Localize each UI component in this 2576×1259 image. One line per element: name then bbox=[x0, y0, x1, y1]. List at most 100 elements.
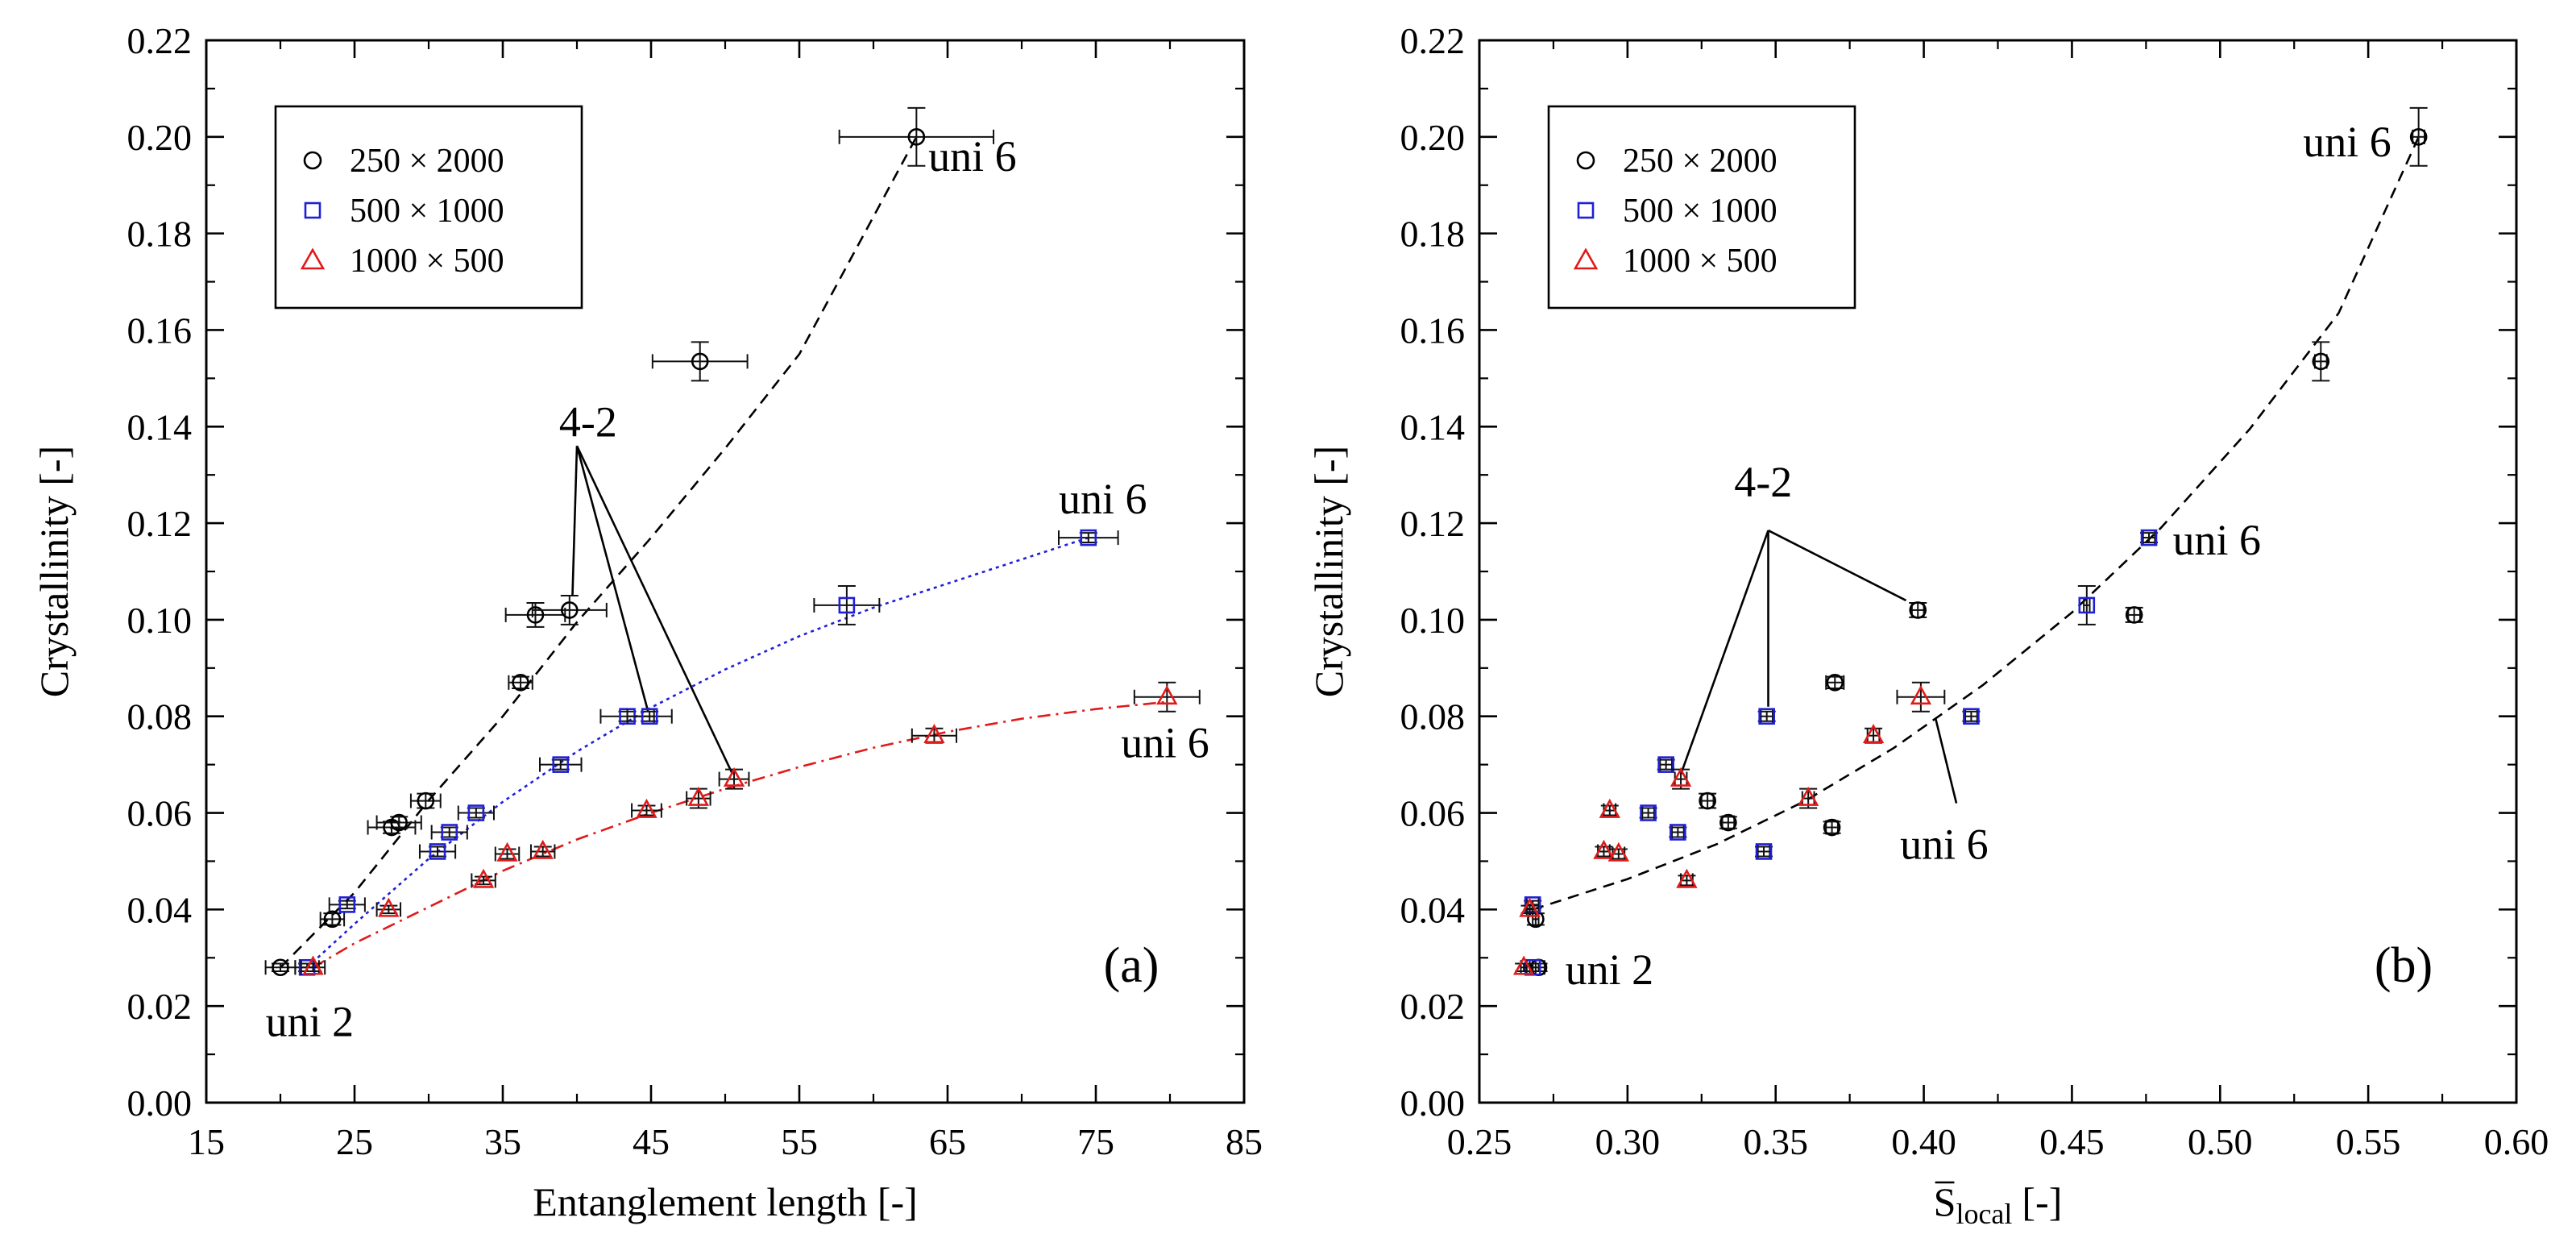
panel-a-errorbar-1-3 bbox=[430, 825, 468, 840]
panel-a-point-2-7 bbox=[723, 767, 745, 787]
panel-a-pointer-line-2 bbox=[575, 445, 734, 775]
panel-a-point-1-5 bbox=[552, 756, 570, 773]
panel-b-point-2-5 bbox=[1670, 767, 1692, 787]
panel-a-point-0-0 bbox=[272, 958, 289, 977]
panel-b-pointer-line-0 bbox=[1679, 530, 1769, 775]
panel-a-errorbar-2-2 bbox=[471, 873, 496, 888]
panel-a-errorbar-0-8 bbox=[651, 341, 749, 382]
panel-a-annotation-0: uni 6 bbox=[928, 132, 1017, 181]
panel-b-xtick-label-1: 0.30 bbox=[1595, 1121, 1661, 1162]
panel-a-ytick-label-0: 0.00 bbox=[127, 1082, 193, 1124]
panel-b-annotation-4: 4-2 bbox=[1734, 458, 1792, 506]
panel-b-fit-line-0 bbox=[1532, 136, 2420, 911]
panel-a-xtick-label-1: 25 bbox=[336, 1121, 373, 1162]
panel-b-errorbar-1-7 bbox=[1962, 708, 1981, 724]
panel-b-point-2-9 bbox=[1910, 685, 1932, 705]
panel-b-point-2-6 bbox=[1676, 868, 1698, 888]
panel-a-errorbar-1-1 bbox=[328, 897, 366, 912]
panel-a-point-0-7 bbox=[560, 601, 579, 619]
panel-a-point-0-1 bbox=[323, 910, 342, 929]
panel-b-point-0-8 bbox=[2312, 352, 2330, 371]
panel-a-xtick-label-3: 45 bbox=[633, 1121, 670, 1162]
panel-b-point-2-0 bbox=[1512, 955, 1535, 975]
panel-a-errorbar-1-9 bbox=[1058, 530, 1119, 546]
panel-a-y-axis-label: Crystallinity [-] bbox=[31, 446, 77, 697]
panel-a-fit-line-2 bbox=[312, 700, 1168, 969]
panel-a-xtick-label-2: 35 bbox=[484, 1121, 521, 1162]
panel-b-point-0-5 bbox=[1826, 673, 1844, 692]
panel-a-xtick-label-5: 65 bbox=[929, 1121, 966, 1162]
panel-a-errorbar-0-4 bbox=[409, 792, 442, 809]
panel-b-legend-marker-0 bbox=[1576, 151, 1595, 170]
panel-b-ytick-label-3: 0.06 bbox=[1400, 793, 1466, 834]
panel-b-xtick-label-0: 0.25 bbox=[1447, 1121, 1512, 1162]
panel-b-legend-label-0: 250 × 2000 bbox=[1623, 143, 1777, 180]
panel-b-point-1-4 bbox=[1670, 824, 1686, 841]
panel-b-ytick-label-10: 0.20 bbox=[1400, 117, 1466, 158]
panel-a-legend-label-1: 500 × 1000 bbox=[350, 193, 504, 230]
panel-a-point-2-2 bbox=[472, 868, 495, 888]
panel-b-panel-tag: (b) bbox=[2375, 938, 2433, 993]
panel-a-legend: 250 × 2000 500 × 1000 1000 × 500 bbox=[274, 105, 583, 310]
panel-b-x-axis-label-subscript: local bbox=[1956, 1198, 2012, 1230]
panel-b-legend-marker-2 bbox=[1573, 247, 1599, 270]
panel-b-point-1-8 bbox=[2078, 596, 2096, 614]
panel-b-errorbar-1-6 bbox=[1757, 708, 1776, 724]
panel-b-xtick-label-4: 0.45 bbox=[2039, 1121, 2105, 1162]
panel-b-xtick-label-2: 0.35 bbox=[1743, 1121, 1808, 1162]
panel-b-point-1-7 bbox=[1963, 708, 1980, 725]
panel-a-errorbar-2-0 bbox=[300, 960, 326, 975]
panel-a-point-1-3 bbox=[441, 824, 458, 841]
panel-b-point-2-8 bbox=[1862, 723, 1885, 743]
panel-a-annotation-2: uni 6 bbox=[1121, 719, 1209, 767]
panel-a-legend-label-0: 250 × 2000 bbox=[350, 143, 504, 180]
panel-b-errorbar-0-8 bbox=[2312, 341, 2330, 382]
panel-a-errorbar-2-3 bbox=[494, 846, 521, 862]
panel-a-point-0-6 bbox=[526, 606, 545, 624]
panel-b-point-0-3 bbox=[1719, 813, 1737, 832]
panel-b-errorbar-2-3 bbox=[1600, 803, 1619, 818]
panel-b-point-0-2 bbox=[1699, 792, 1716, 810]
panel-b-legend-label-1: 500 × 1000 bbox=[1623, 193, 1777, 230]
panel-a-point-2-9 bbox=[1156, 685, 1178, 705]
panel-a-point-0-3 bbox=[390, 813, 409, 832]
panel-b-point-1-6 bbox=[1758, 708, 1775, 725]
panel-a-pointer-line-1 bbox=[575, 445, 649, 713]
panel-a-legend-marker-0 bbox=[303, 151, 322, 170]
panel-b-ytick-label-11: 0.22 bbox=[1400, 20, 1466, 61]
panel-a-fit-line-0 bbox=[280, 136, 918, 969]
panel-a-xtick-label-4: 55 bbox=[781, 1121, 818, 1162]
panel-a-errorbar-1-2 bbox=[418, 844, 457, 859]
panel-a-errorbar-0-9 bbox=[838, 106, 995, 167]
panel-b-point-2-1 bbox=[1519, 897, 1541, 917]
panel-b-legend-label-2: 1000 × 500 bbox=[1623, 243, 1777, 280]
panel-a-point-2-0 bbox=[302, 955, 324, 975]
panel-b-point-0-9 bbox=[2409, 128, 2428, 146]
panel-b-point-2-3 bbox=[1599, 798, 1620, 818]
panel-a-ytick-label-8: 0.16 bbox=[127, 310, 193, 351]
panel-a-ytick-label-4: 0.08 bbox=[127, 696, 193, 738]
panel-a-annotation-4: 4-2 bbox=[559, 397, 617, 446]
panel-a-errorbar-0-7 bbox=[531, 594, 608, 625]
panel-b-xtick-label-7: 0.60 bbox=[2484, 1121, 2549, 1162]
panel-a-point-2-6 bbox=[687, 786, 710, 806]
panel-a-point-0-9 bbox=[907, 128, 926, 146]
panel-a-x-axis-label: Entanglement length [-] bbox=[533, 1179, 918, 1224]
panel-a-point-1-2 bbox=[429, 843, 446, 860]
panel-a-point-2-4 bbox=[532, 839, 554, 859]
panel-a-ytick-label-10: 0.20 bbox=[127, 117, 193, 158]
panel-a-errorbar-1-5 bbox=[539, 757, 583, 772]
panel-b-annotation-2: uni 6 bbox=[1900, 820, 1989, 868]
panel-b-point-1-3 bbox=[1657, 756, 1674, 773]
panel-b-ytick-label-6: 0.12 bbox=[1400, 503, 1466, 544]
panel-a-errorbar-1-8 bbox=[813, 584, 881, 625]
panel-b-errorbar-1-9 bbox=[2140, 530, 2159, 546]
panel-a-point-1-4 bbox=[467, 804, 485, 821]
panel-a-ytick-label-1: 0.02 bbox=[127, 986, 193, 1027]
panel-a-point-1-9 bbox=[1080, 529, 1097, 546]
panel-a-point-2-5 bbox=[636, 798, 657, 818]
panel-a-point-1-1 bbox=[338, 896, 356, 913]
panel-a-ytick-label-5: 0.10 bbox=[127, 600, 193, 641]
panel-b-errorbar-1-2 bbox=[1639, 805, 1657, 821]
